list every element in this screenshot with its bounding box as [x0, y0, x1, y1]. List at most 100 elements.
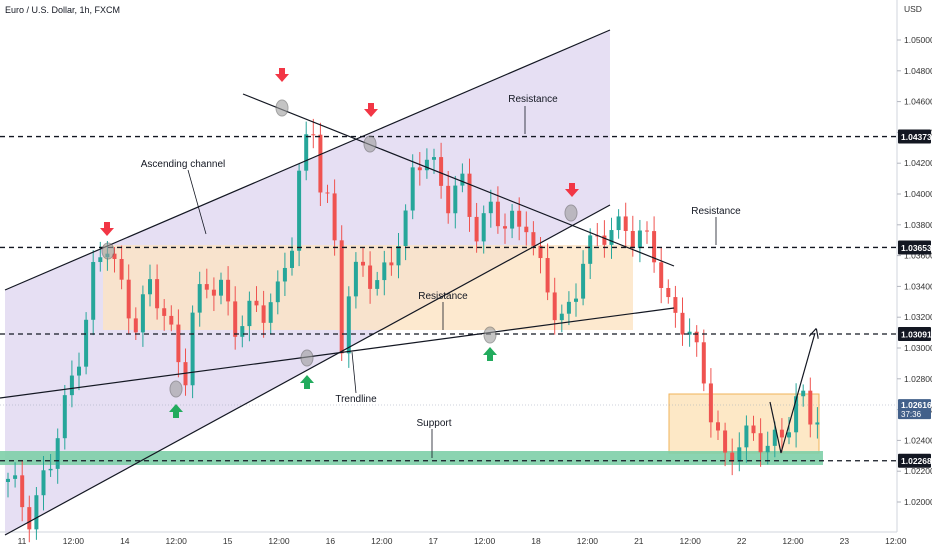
candle-body — [282, 267, 287, 282]
price-tag-bg — [898, 240, 931, 255]
candle-body — [62, 395, 67, 439]
annotation-label: Ascending channel — [141, 159, 226, 170]
annotation-label: Trendline — [335, 394, 377, 405]
candle-body — [353, 261, 358, 297]
candle-body — [27, 507, 32, 530]
candle-body — [694, 331, 699, 343]
candle-body — [552, 292, 557, 321]
candle-body — [744, 425, 749, 448]
candlestick-series — [6, 118, 820, 543]
x-tick-label: 18 — [531, 536, 541, 546]
y-tick-label: 1.03000 — [904, 343, 932, 353]
price-tag-label: 1.03091 — [901, 329, 932, 339]
candle-body — [801, 390, 806, 397]
candle-body — [204, 284, 209, 290]
x-tick-label: 14 — [120, 536, 130, 546]
y-tick-label: 1.02800 — [904, 374, 932, 384]
candle-body — [126, 279, 131, 319]
candle-body — [169, 315, 174, 325]
candle-body — [723, 430, 728, 453]
x-tick-label: 11 — [18, 536, 27, 546]
candle-body — [133, 318, 138, 333]
up-arrow-icon — [300, 375, 314, 389]
candle-body — [155, 279, 160, 309]
y-tick-label: 1.03200 — [904, 312, 932, 322]
pivot-circle — [169, 380, 183, 398]
down-arrow-icon — [100, 222, 114, 236]
candle-body — [581, 263, 586, 299]
pivot-circle — [483, 326, 497, 344]
candle-body — [488, 201, 493, 214]
candle-body — [737, 447, 742, 462]
candle-body — [410, 167, 415, 211]
candle-body — [190, 312, 195, 386]
candle-body — [772, 429, 777, 446]
candle-body — [375, 280, 380, 289]
x-tick-label: 12:00 — [474, 536, 496, 546]
candle-body — [659, 262, 664, 288]
projection-path — [769, 333, 815, 454]
candle-body — [765, 445, 770, 453]
annotation-label: Resistance — [508, 94, 558, 105]
price-tag-label: 1.03653 — [901, 243, 932, 253]
candle-body — [211, 289, 216, 296]
candle-body — [779, 429, 784, 438]
down-arrow-icon — [275, 68, 289, 82]
candle-body — [219, 279, 223, 296]
candle-body — [439, 157, 444, 186]
candle-body — [808, 390, 813, 425]
price-tag-bg — [898, 326, 931, 341]
x-tick-label: 12:00 — [371, 536, 393, 546]
candle-body — [361, 261, 365, 266]
candle-body — [453, 185, 458, 214]
pivot-circle — [275, 99, 289, 117]
price-axis-ticks: 1.050001.048001.046001.044001.042001.040… — [897, 35, 932, 507]
candle-body — [240, 326, 245, 337]
candle-body — [701, 342, 706, 384]
candle-body — [503, 226, 507, 229]
candle-body — [13, 475, 18, 479]
candle-body — [176, 324, 181, 363]
candle-body — [673, 297, 678, 313]
y-tick-label: 1.04200 — [904, 158, 932, 168]
y-tick-label: 1.04800 — [904, 66, 932, 76]
candle-body — [730, 452, 735, 462]
x-tick-label: 21 — [634, 536, 644, 546]
x-tick-label: 16 — [326, 536, 336, 546]
candle-body — [77, 366, 81, 376]
candle-body — [467, 173, 472, 217]
candle-body — [495, 201, 500, 227]
candle-body — [69, 375, 74, 396]
candle-body — [609, 230, 614, 245]
price-tag-bg — [898, 453, 931, 468]
y-tick-label: 1.04600 — [904, 97, 932, 107]
y-tick-label: 1.03400 — [904, 281, 932, 291]
candle-body — [424, 159, 429, 171]
candle-body — [297, 170, 302, 251]
x-tick-label: 12:00 — [885, 536, 907, 546]
up-arrow-icon — [483, 347, 497, 361]
candle-body — [687, 331, 692, 335]
candle-body — [510, 210, 515, 229]
candle-body — [112, 253, 117, 259]
x-tick-label: 15 — [223, 536, 233, 546]
candle-body — [716, 422, 720, 431]
candle-body — [758, 433, 763, 453]
candle-body — [84, 319, 89, 367]
candle-body — [666, 287, 671, 298]
y-tick-label: 1.02000 — [904, 497, 932, 507]
candle-body — [325, 192, 330, 194]
candle-body — [226, 279, 231, 302]
candle-body — [708, 383, 713, 423]
current-price-label: 1.02616 — [901, 400, 932, 410]
candle-body — [48, 468, 53, 471]
candle-body — [403, 210, 408, 247]
down-arrow-icon — [364, 103, 378, 117]
candle-body — [268, 302, 273, 323]
candle-body — [41, 470, 46, 496]
y-tick-label: 1.05000 — [904, 35, 932, 45]
candle-body — [545, 258, 550, 293]
